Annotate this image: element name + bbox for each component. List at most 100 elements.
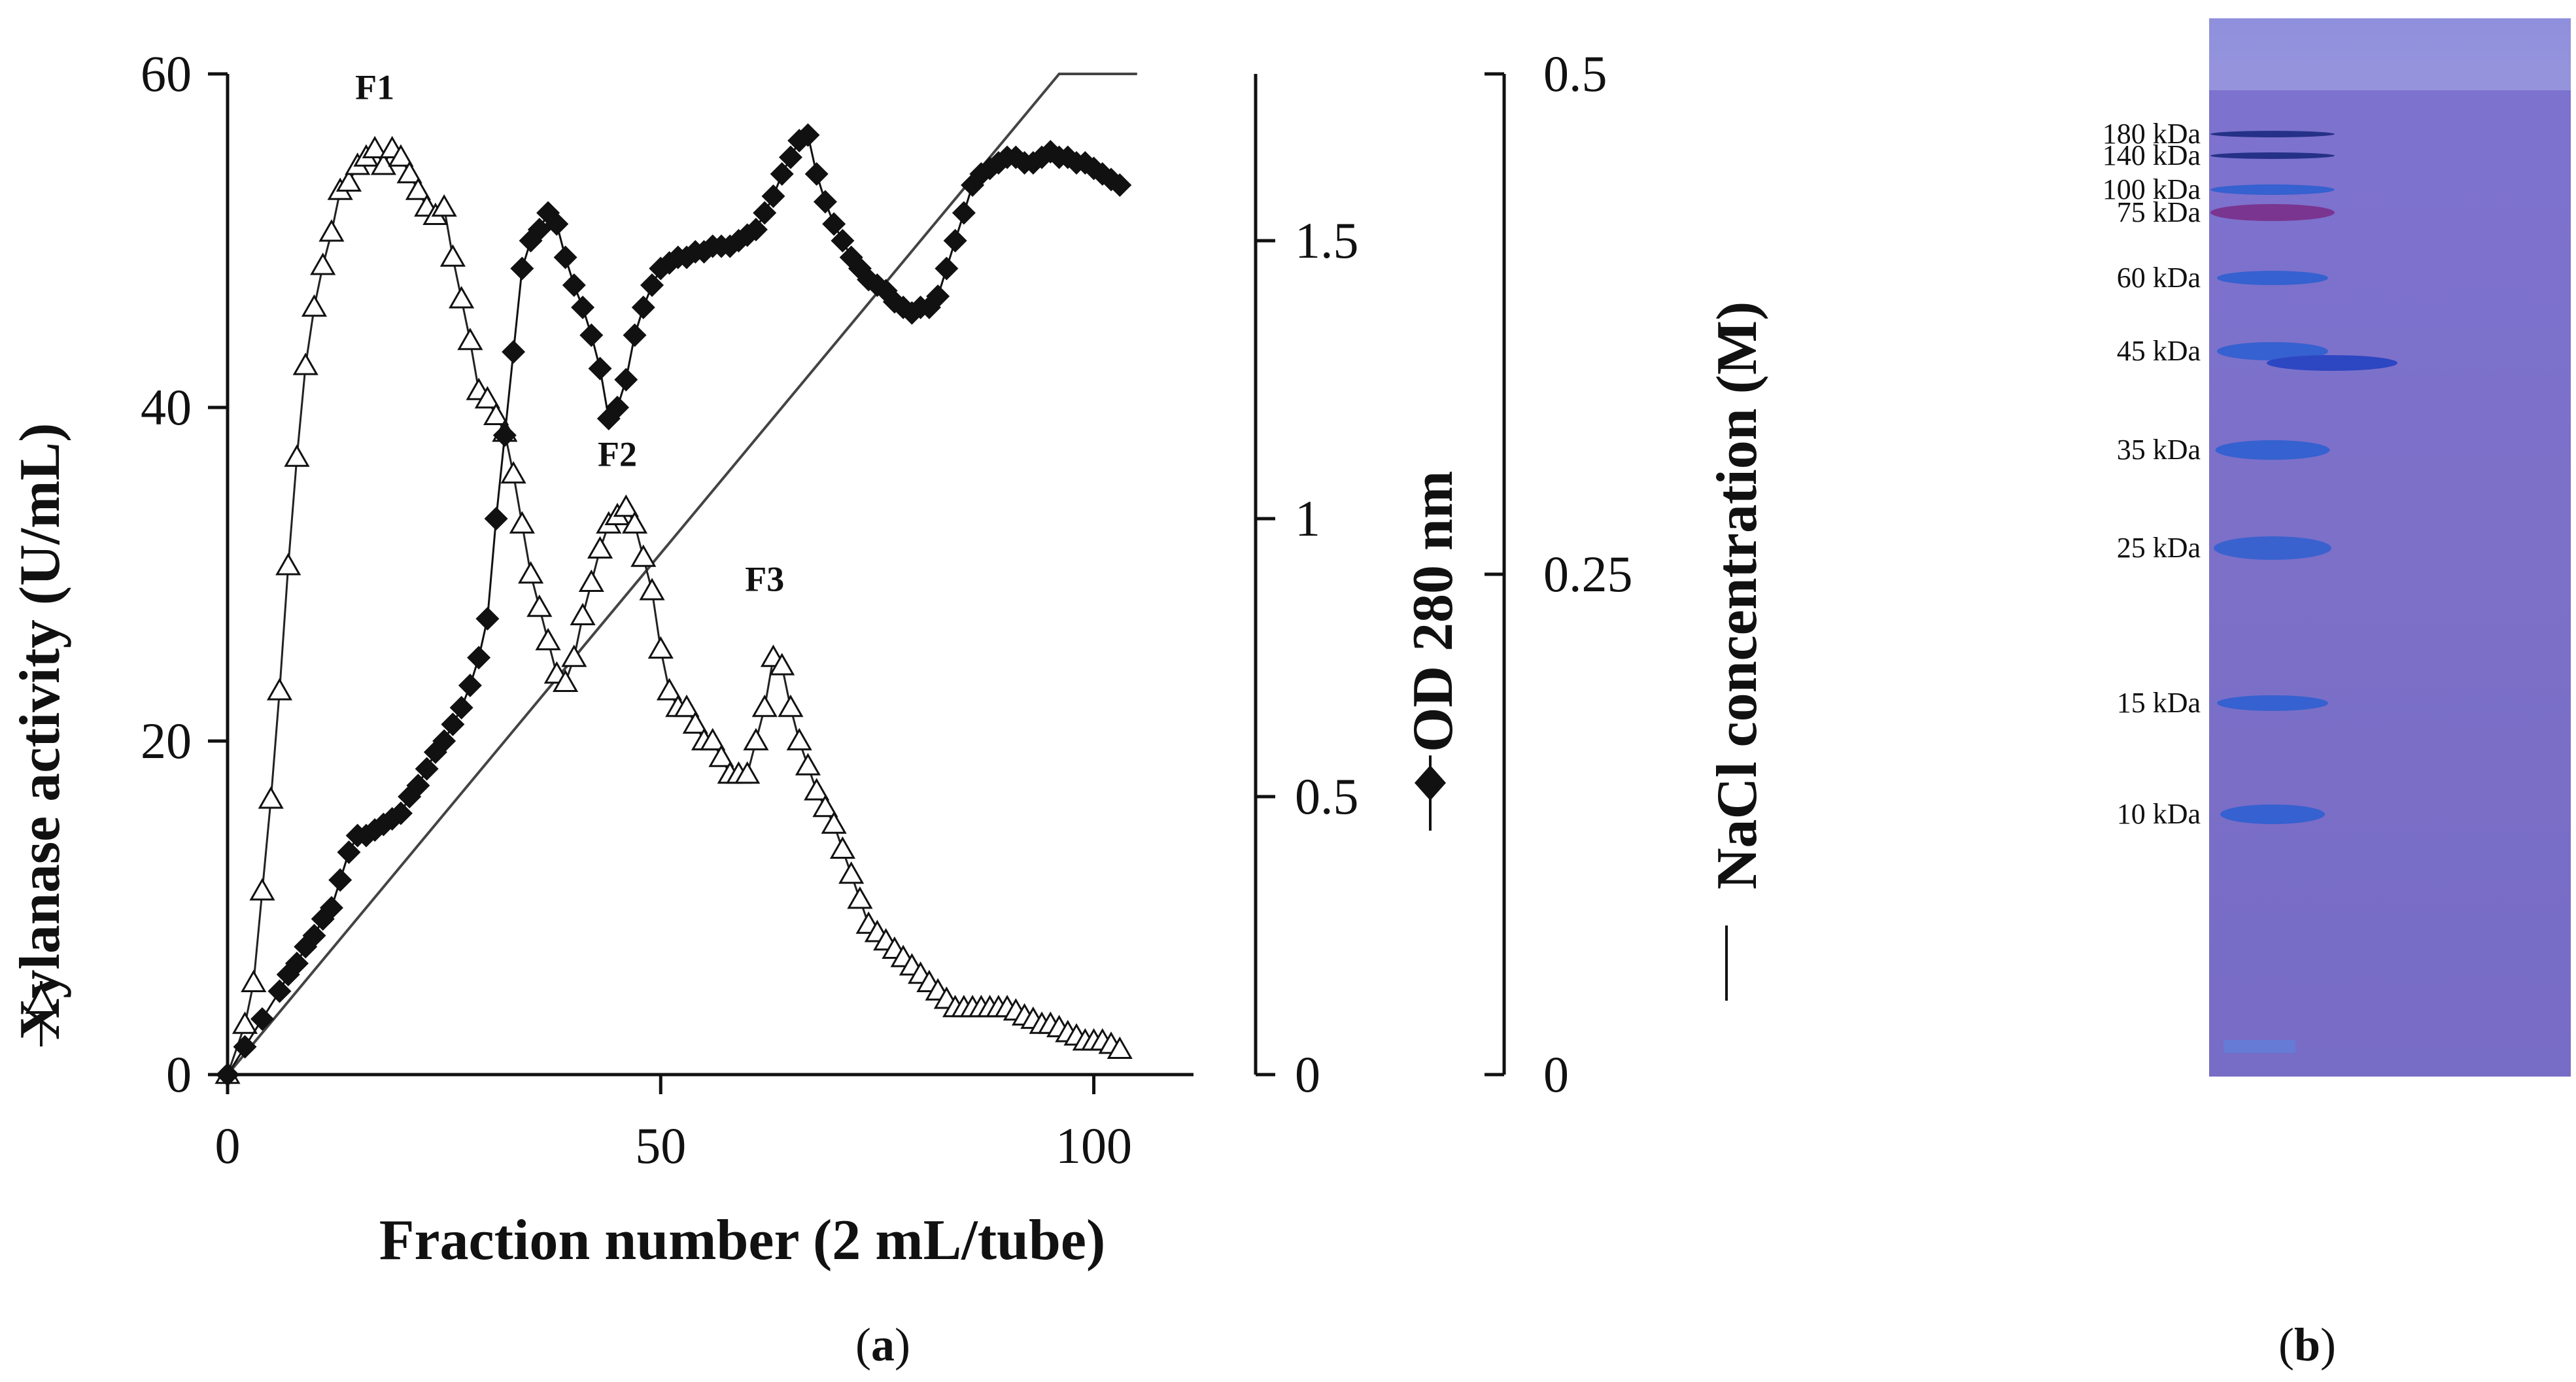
od280-point [614, 368, 638, 392]
xylanase-point [647, 636, 674, 659]
left-legend-marker [25, 981, 58, 1046]
xylanase-point [751, 694, 778, 717]
panel-a-label: (a) [855, 1319, 910, 1371]
od280-point [796, 123, 820, 147]
xylanase-point [743, 727, 769, 751]
left-tick-label: 40 [141, 379, 192, 436]
xylanase-point [509, 511, 535, 534]
peak-label-f1: F1 [355, 67, 394, 107]
od280-point [406, 774, 430, 797]
right1-tick-label: 0.5 [1295, 768, 1359, 825]
xylanase-point [388, 144, 414, 167]
xylanase-point [847, 886, 873, 909]
left-tick-label: 0 [166, 1046, 192, 1103]
od280-point [415, 757, 439, 781]
right2-axis-title: NaCl concentration (M) [1706, 302, 1769, 890]
right1-tick-label: 1 [1295, 490, 1320, 547]
xylanase-point [821, 811, 847, 834]
od280-point [579, 323, 604, 347]
xylanase-point [674, 694, 700, 717]
gel-bottom-dye-front [2224, 1040, 2295, 1053]
od280-point [813, 190, 837, 214]
x-tick-label: 50 [635, 1117, 686, 1174]
xylanase-series [215, 135, 1133, 1084]
xylanase-point [232, 1011, 258, 1034]
ladder-label: 45 kDa [2117, 335, 2201, 367]
nacl-line [226, 73, 1137, 1076]
ladder-bands [2210, 131, 2335, 824]
ladder-label: 60 kDa [2117, 262, 2201, 294]
od280-point [1108, 173, 1132, 197]
od280-point [831, 229, 855, 252]
ladder-band [2220, 804, 2325, 824]
xylanase-point [241, 969, 267, 992]
od280-point [328, 868, 352, 892]
ladder-band [2210, 152, 2335, 159]
xylanase-point [587, 536, 613, 559]
xylanase-point [552, 669, 579, 692]
xylanase-point [284, 444, 310, 467]
od280-point [319, 896, 343, 920]
od280-point [935, 256, 959, 281]
od280-point [545, 212, 569, 236]
xylanase-point [656, 678, 683, 700]
right1-axis-title-group: OD 280 nm [1401, 471, 1465, 752]
xylanase-point [778, 694, 804, 717]
od280-point [302, 924, 326, 948]
right2-tick-label: 0.5 [1543, 45, 1607, 102]
nacl-series [226, 73, 1137, 1076]
left-tick-label: 60 [141, 45, 192, 102]
od280-point [770, 162, 794, 186]
xylanase-point [613, 494, 639, 517]
x-tick-label: 100 [1056, 1117, 1132, 1174]
od280-point [926, 285, 950, 308]
gel-well-strip [2209, 18, 2571, 90]
xylanase-point [769, 653, 795, 676]
od280-point [822, 212, 846, 236]
xylanase-point [457, 327, 483, 351]
ladder-band [2217, 695, 2328, 711]
xylanase-point [812, 794, 838, 818]
xylanase-point [275, 553, 301, 576]
xylanase-point [518, 561, 544, 584]
ladder-band [2217, 271, 2328, 285]
sample-band [2267, 355, 2397, 371]
od280-point [388, 801, 413, 825]
xylanase-point [535, 627, 561, 651]
xylanase-point [370, 152, 397, 175]
left-axis-title: Xylanase activity (U/mL) [9, 423, 72, 1040]
xylanase-point [630, 544, 657, 567]
xylanase-point [708, 744, 734, 767]
panel-a-letter: a [871, 1319, 895, 1371]
chart-ticks: 0 20 40 60 0 50 100 0 0.5 1 1.5 0 0.25 0.5 [141, 45, 1633, 1174]
xylanase-point [578, 569, 604, 592]
xylanase-point [292, 353, 318, 375]
od280-point [484, 507, 508, 530]
panel-b-label: (b) [2278, 1319, 2336, 1371]
ladder-label: 75 kDa [2117, 196, 2201, 228]
od280-point [441, 712, 465, 736]
filled-diamond-icon [1415, 765, 1446, 801]
x-tick-label: 0 [215, 1117, 241, 1174]
od280-point [623, 323, 647, 347]
ladder-label: 180 kDa [2103, 118, 2201, 150]
od280-line [226, 133, 1121, 1075]
right1-legend-marker [1415, 755, 1446, 831]
od280-series [216, 123, 1132, 1086]
od280-point [631, 296, 655, 319]
xylanase-point [570, 602, 596, 625]
xylanase-point [249, 878, 275, 901]
xylanase-point [829, 836, 856, 859]
xylanase-point [804, 778, 830, 801]
od280-point [606, 396, 630, 419]
xylanase-point [838, 861, 865, 884]
xylanase-point [318, 219, 345, 242]
peak-annotations: F1 F2 F3 [355, 67, 784, 598]
xylanase-point [483, 402, 509, 425]
od280-point [475, 607, 500, 631]
xylanase-point [1107, 1036, 1133, 1059]
xylanase-point [335, 169, 362, 192]
xylanase-point [405, 177, 431, 200]
od280-point [553, 245, 577, 269]
x-axis-title: Fraction number (2 mL/tube) [379, 1209, 1106, 1272]
